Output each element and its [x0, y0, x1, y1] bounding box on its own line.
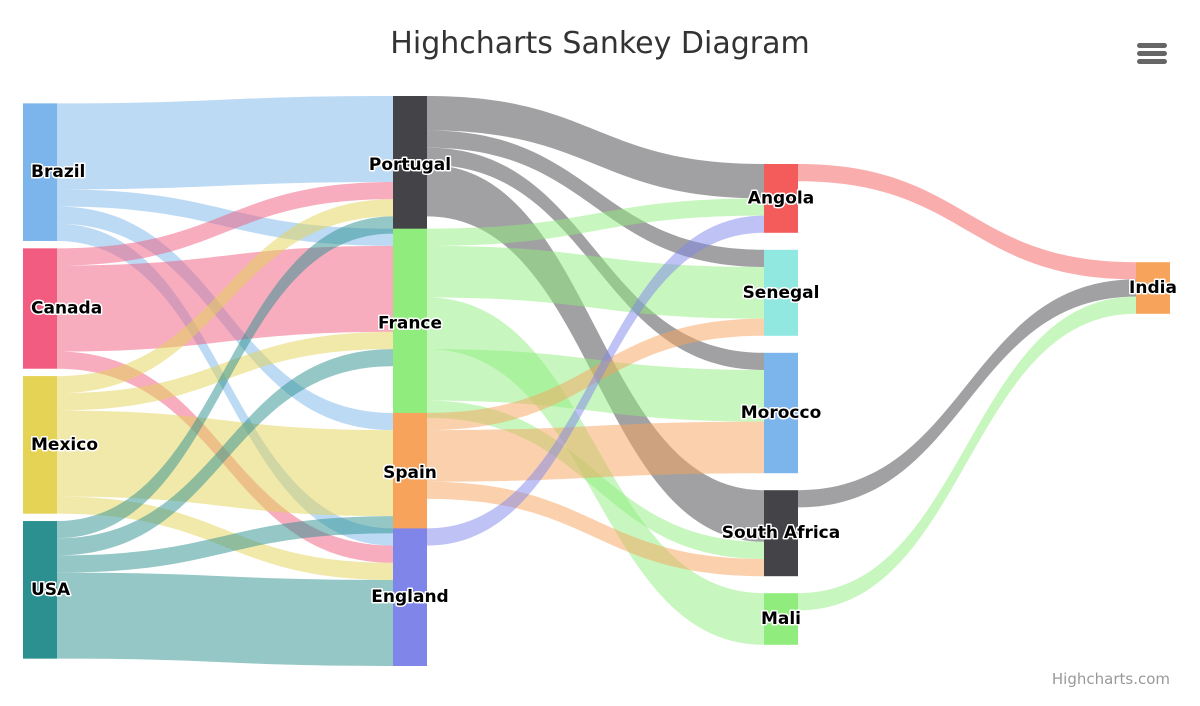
node-label-mali: Mali — [761, 609, 801, 629]
node-morocco[interactable] — [764, 352, 798, 474]
labels-layer: Brazil Canada Mexico USA Portugal France Spain… — [30, 153, 1179, 630]
node-label-england: England — [371, 587, 448, 607]
nodes-layer — [23, 96, 1170, 666]
link-france-to-senegal[interactable] — [427, 245, 764, 319]
link-portugal-to-south-africa[interactable] — [427, 164, 764, 542]
credits-link[interactable]: Highcharts.com — [1051, 670, 1170, 688]
link-south-africa-to-india[interactable] — [798, 279, 1136, 508]
node-label-angola: Angola — [748, 188, 814, 208]
node-usa[interactable] — [23, 521, 57, 659]
link-usa-to-portugal[interactable] — [57, 216, 393, 539]
node-angola[interactable] — [764, 164, 798, 233]
link-angola-to-india[interactable] — [798, 164, 1136, 280]
node-label-india: India — [1129, 278, 1177, 298]
node-portugal[interactable] — [393, 96, 427, 234]
link-mexico-to-portugal[interactable] — [57, 199, 393, 394]
link-england-to-angola[interactable] — [427, 215, 764, 546]
links-layer — [57, 96, 1136, 666]
link-france-to-south-africa[interactable] — [427, 400, 764, 559]
link-brazil-to-portugal[interactable] — [57, 96, 393, 190]
node-label-brazil: Brazil — [31, 162, 85, 182]
menu-bar — [1137, 43, 1167, 48]
link-spain-to-morocco[interactable] — [427, 421, 764, 482]
node-label-usa: USA — [31, 580, 71, 600]
node-label-senegal: Senegal — [743, 283, 820, 303]
node-india[interactable] — [1136, 262, 1170, 314]
node-mexico[interactable] — [23, 376, 57, 514]
menu-bar — [1137, 59, 1167, 64]
node-label-canada: Canada — [31, 299, 102, 319]
node-france[interactable] — [393, 228, 427, 418]
menu-bar — [1137, 51, 1167, 56]
link-portugal-to-senegal[interactable] — [427, 130, 764, 267]
link-mali-to-india[interactable] — [798, 296, 1136, 611]
node-brazil[interactable] — [23, 103, 57, 241]
node-south-africa[interactable] — [764, 490, 798, 577]
node-spain[interactable] — [393, 412, 427, 534]
link-usa-to-spain[interactable] — [57, 516, 393, 573]
node-senegal[interactable] — [764, 249, 798, 336]
node-label-portugal: Portugal — [369, 155, 451, 175]
node-canada[interactable] — [23, 248, 57, 369]
node-mali[interactable] — [764, 593, 798, 645]
node-label-spain: Spain — [383, 463, 437, 483]
link-canada-to-portugal[interactable] — [57, 182, 393, 266]
node-label-morocco: Morocco — [741, 403, 822, 423]
link-portugal-to-angola[interactable] — [427, 96, 764, 199]
node-label-france: France — [378, 313, 442, 333]
link-france-to-angola[interactable] — [427, 198, 764, 246]
link-usa-to-france[interactable] — [57, 349, 393, 556]
node-label-mexico: Mexico — [31, 435, 98, 455]
hamburger-menu-icon[interactable] — [1128, 34, 1174, 74]
node-label-south-africa: South Africa — [722, 523, 841, 543]
chart-title: Highcharts Sankey Diagram — [390, 26, 810, 61]
node-england[interactable] — [393, 528, 427, 666]
link-usa-to-england[interactable] — [57, 572, 393, 666]
